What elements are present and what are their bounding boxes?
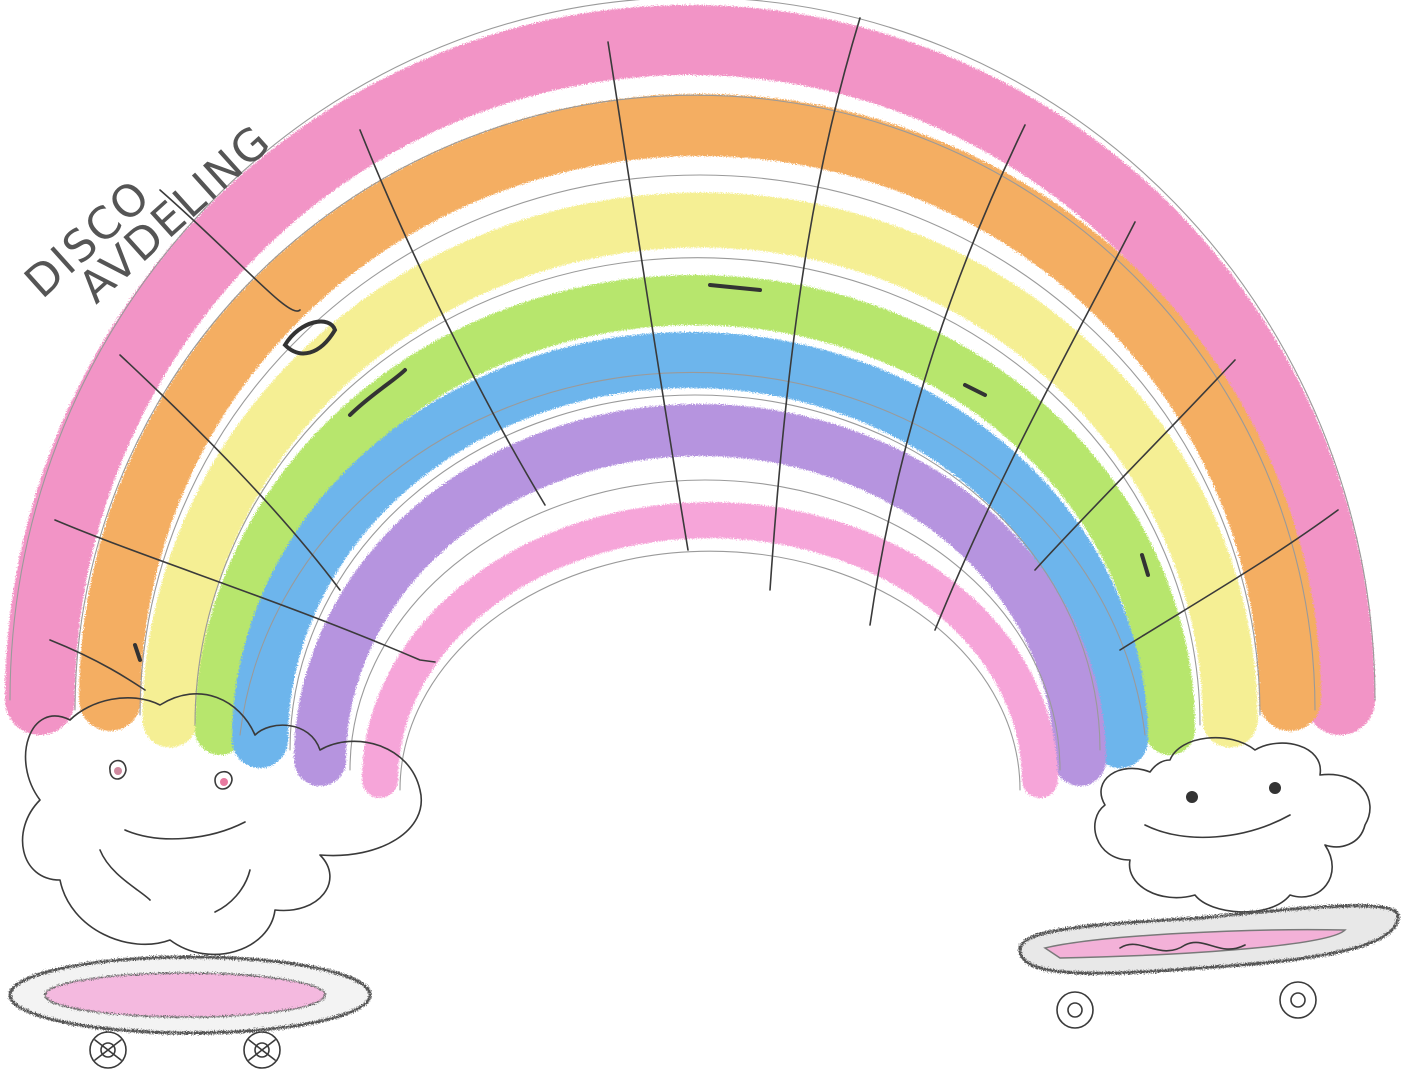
right-skateboard bbox=[1018, 904, 1400, 1029]
rainbow-band-green bbox=[195, 275, 1195, 755]
rainbow-band-yellow bbox=[142, 192, 1258, 748]
cheek-icon bbox=[114, 767, 122, 775]
right-cloud-character bbox=[1094, 736, 1371, 913]
cheek-icon bbox=[220, 778, 228, 786]
rainbow-band-orange bbox=[79, 94, 1321, 731]
rainbow-band-inner-pink bbox=[362, 502, 1058, 798]
cloud-character-icon bbox=[21, 693, 423, 956]
disco-sparkle-marks bbox=[133, 283, 1150, 662]
rainbow-band-blue bbox=[232, 332, 1148, 768]
left-skateboard bbox=[8, 955, 372, 1069]
rainbow-band-pink bbox=[5, 5, 1375, 735]
rainbow-spokes bbox=[49, 17, 1339, 691]
eye-icon bbox=[1269, 782, 1281, 794]
cloud-character-icon bbox=[1094, 736, 1371, 913]
rainbow-band-purple bbox=[294, 404, 1106, 786]
eye-icon bbox=[1186, 791, 1198, 803]
rainbow-icon bbox=[5, 5, 1375, 798]
left-cloud-character bbox=[21, 693, 423, 956]
rainbow-outlines bbox=[9, 0, 1376, 791]
